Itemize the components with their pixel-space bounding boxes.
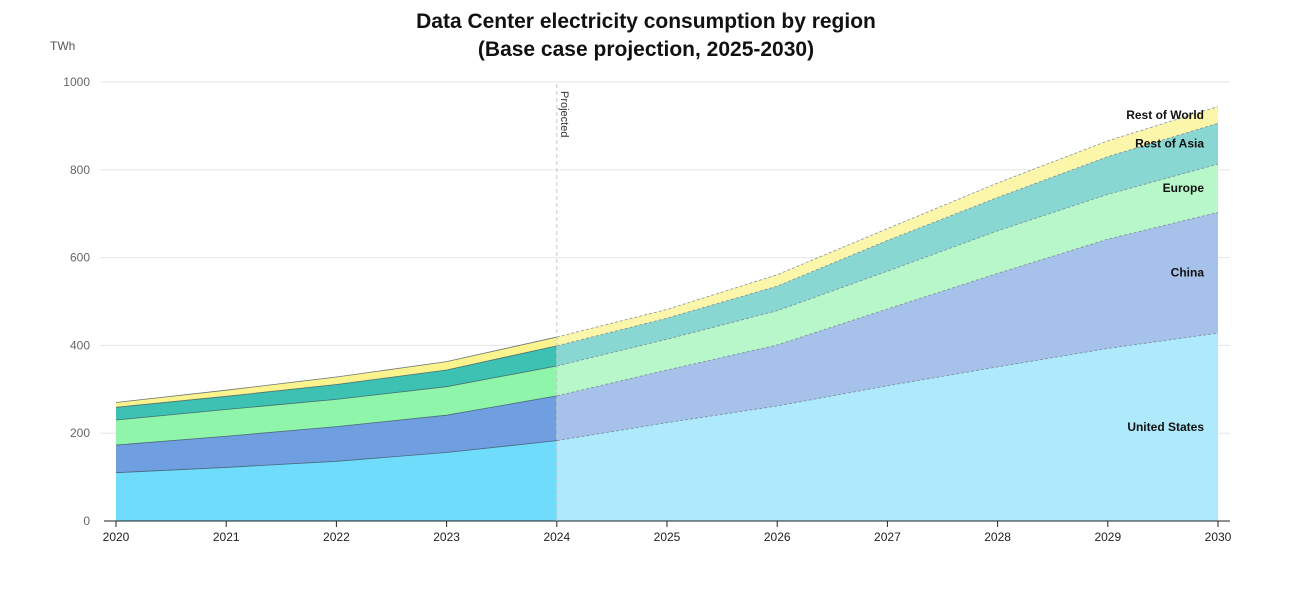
axes: 0 200 400 600 800 1000 2020 2021 2022 2023 2024 202… bbox=[63, 75, 1231, 544]
area-united-states-projected bbox=[556, 333, 1218, 521]
area-china-historical bbox=[116, 395, 557, 473]
boundary-europe-projected bbox=[556, 163, 1219, 367]
x-tick-label: 2021 bbox=[213, 530, 240, 544]
boundary-rest-of-asia-projected bbox=[556, 122, 1219, 347]
boundary-china-projected bbox=[556, 211, 1219, 397]
x-tick-label: 2023 bbox=[433, 530, 460, 544]
boundary-united-states-projected bbox=[556, 332, 1219, 442]
x-tick-label: 2024 bbox=[543, 530, 570, 544]
area-europe-historical bbox=[116, 366, 557, 446]
x-tick-label: 2028 bbox=[984, 530, 1011, 544]
y-tick-label: 200 bbox=[70, 426, 90, 440]
boundary-europe-historical bbox=[115, 365, 557, 421]
x-tick-label: 2025 bbox=[654, 530, 681, 544]
stacked-areas bbox=[116, 106, 1218, 521]
series-label: United States bbox=[1127, 420, 1204, 434]
area-rest-of-asia-historical bbox=[116, 345, 557, 421]
area-united-states-historical bbox=[116, 440, 557, 521]
x-tick-label: 2022 bbox=[323, 530, 350, 544]
series-labels: United States China Europe Rest of Asia Rest… bbox=[1126, 108, 1204, 434]
y-tick-label: 0 bbox=[83, 514, 90, 528]
boundary-rest-of-world-projected bbox=[556, 106, 1219, 338]
series-label: Rest of World bbox=[1126, 108, 1204, 122]
chart-subtitle: (Base case projection, 2025-2030) bbox=[478, 38, 814, 61]
boundary-united-states-historical bbox=[115, 440, 557, 474]
series-label: Europe bbox=[1163, 181, 1205, 195]
x-tick-label: 2026 bbox=[764, 530, 791, 544]
chart-title: Data Center electricity consumption by r… bbox=[416, 10, 876, 33]
area-rest-of-world-historical bbox=[116, 337, 557, 408]
area-europe-projected bbox=[556, 164, 1218, 396]
boundary-china-historical bbox=[115, 395, 557, 446]
y-tick-label: 1000 bbox=[63, 75, 90, 89]
y-tick-label: 400 bbox=[70, 338, 90, 352]
x-tick-label: 2029 bbox=[1094, 530, 1121, 544]
boundary-rest-of-asia-historical bbox=[115, 345, 557, 408]
x-tick-label: 2020 bbox=[103, 530, 130, 544]
area-rest-of-world-projected bbox=[556, 106, 1218, 346]
series-label: China bbox=[1171, 266, 1205, 280]
area-china-projected bbox=[556, 212, 1218, 441]
projection-label: Projected bbox=[558, 91, 570, 137]
x-tick-label: 2027 bbox=[874, 530, 901, 544]
y-tick-label: 800 bbox=[70, 163, 90, 177]
y-axis-unit: TWh bbox=[50, 39, 75, 53]
boundary-rest-of-world-historical bbox=[115, 336, 557, 403]
area-rest-of-asia-projected bbox=[556, 123, 1218, 367]
series-boundaries bbox=[115, 106, 1219, 474]
series-label: Rest of Asia bbox=[1135, 137, 1204, 151]
x-tick-label: 2030 bbox=[1205, 530, 1232, 544]
y-tick-label: 600 bbox=[70, 251, 90, 265]
